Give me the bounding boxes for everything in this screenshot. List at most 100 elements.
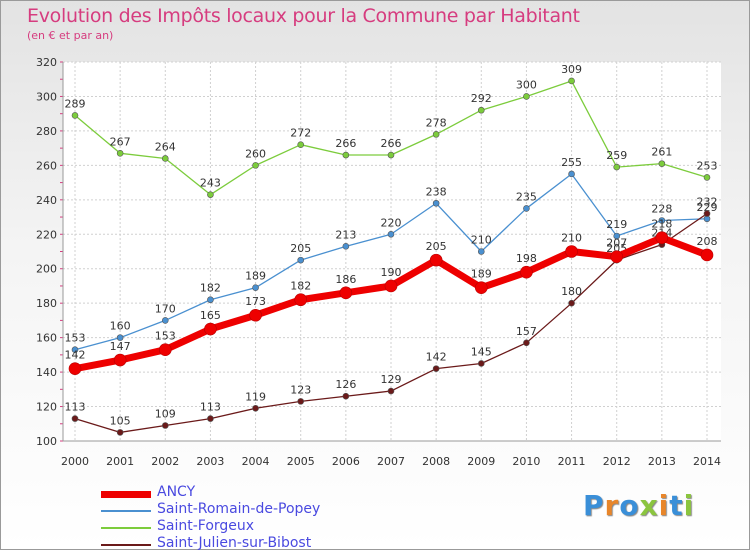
data-label-ancy: 142 bbox=[65, 349, 86, 362]
x-tick-label: 2012 bbox=[603, 455, 631, 468]
data-point-saint-julien-sur-bibost bbox=[703, 210, 711, 217]
data-label-saint-romain-de-popey: 182 bbox=[200, 282, 221, 295]
x-tick-label: 2000 bbox=[61, 455, 89, 468]
data-label-ancy: 218 bbox=[651, 218, 672, 231]
legend-swatch bbox=[101, 490, 151, 498]
y-tick-label: 180 bbox=[36, 297, 57, 310]
data-point-ancy bbox=[429, 253, 443, 267]
data-label-ancy: 165 bbox=[200, 309, 221, 322]
legend-swatch bbox=[101, 527, 151, 529]
logo-letter: o bbox=[619, 489, 640, 522]
data-point-ancy bbox=[249, 308, 262, 322]
y-tick-label: 220 bbox=[36, 228, 57, 241]
data-label-saint-julien-sur-bibost: 157 bbox=[516, 325, 537, 338]
data-label-saint-julien-sur-bibost: 109 bbox=[155, 407, 176, 420]
logo-letter: P bbox=[583, 489, 605, 522]
data-label-ancy: 189 bbox=[471, 268, 492, 281]
data-label-saint-forgeux: 259 bbox=[606, 149, 627, 162]
proxiti-logo: Proxiti bbox=[583, 489, 694, 522]
data-point-saint-julien-sur-bibost bbox=[523, 339, 530, 347]
data-point-saint-julien-sur-bibost bbox=[342, 392, 350, 400]
x-tick-label: 2008 bbox=[422, 455, 450, 468]
data-point-saint-forgeux bbox=[703, 174, 711, 181]
data-point-ancy bbox=[339, 286, 353, 300]
legend-label: Saint-Julien-sur-Bibost bbox=[157, 535, 312, 551]
data-point-saint-forgeux bbox=[432, 131, 440, 138]
data-point-ancy bbox=[204, 322, 217, 336]
data-point-saint-forgeux bbox=[477, 106, 485, 114]
data-point-saint-forgeux bbox=[116, 150, 124, 157]
x-tick-label: 2013 bbox=[648, 455, 676, 468]
logo-letter: t bbox=[669, 489, 684, 522]
x-tick-label: 2006 bbox=[332, 455, 360, 468]
data-point-ancy bbox=[474, 281, 488, 294]
data-label-ancy: 173 bbox=[245, 295, 266, 308]
data-point-saint-romain-de-popey bbox=[207, 296, 214, 304]
data-label-saint-julien-sur-bibost: 113 bbox=[200, 401, 221, 414]
data-point-saint-forgeux bbox=[523, 93, 530, 100]
data-point-saint-forgeux bbox=[71, 112, 79, 119]
data-label-ancy: 207 bbox=[606, 237, 627, 250]
data-point-saint-romain-de-popey bbox=[613, 232, 621, 240]
data-point-saint-romain-de-popey bbox=[252, 284, 259, 291]
logo-letter: i bbox=[683, 489, 695, 522]
y-tick-label: 320 bbox=[36, 56, 57, 69]
data-label-saint-forgeux: 253 bbox=[697, 159, 718, 172]
y-tick-label: 200 bbox=[36, 263, 57, 276]
data-point-ancy bbox=[294, 293, 308, 307]
data-point-saint-romain-de-popey bbox=[477, 248, 485, 255]
data-point-saint-forgeux bbox=[161, 155, 169, 162]
data-label-saint-forgeux: 243 bbox=[200, 177, 221, 190]
data-label-saint-romain-de-popey: 213 bbox=[335, 228, 356, 241]
data-point-ancy bbox=[565, 245, 578, 258]
data-point-ancy bbox=[520, 265, 533, 279]
logo-letter: r bbox=[604, 489, 620, 522]
x-tick-label: 2007 bbox=[377, 455, 405, 468]
x-tick-label: 2002 bbox=[151, 455, 179, 468]
data-label-saint-forgeux: 309 bbox=[561, 63, 582, 76]
data-point-saint-julien-sur-bibost bbox=[207, 415, 214, 422]
y-tick-label: 240 bbox=[36, 194, 57, 207]
data-label-saint-romain-de-popey: 219 bbox=[606, 218, 627, 231]
data-label-saint-romain-de-popey: 170 bbox=[155, 302, 176, 315]
data-label-ancy: 186 bbox=[335, 273, 356, 286]
y-tick-label: 280 bbox=[36, 125, 57, 138]
data-point-saint-julien-sur-bibost bbox=[161, 422, 169, 429]
data-point-saint-forgeux bbox=[568, 77, 575, 85]
x-tick-label: 2010 bbox=[512, 455, 540, 468]
data-point-saint-romain-de-popey bbox=[432, 199, 440, 207]
data-label-saint-julien-sur-bibost: 180 bbox=[561, 285, 582, 298]
data-point-saint-romain-de-popey bbox=[658, 217, 666, 224]
x-tick-label: 2011 bbox=[558, 455, 586, 468]
data-point-saint-forgeux bbox=[658, 160, 666, 167]
data-label-saint-romain-de-popey: 228 bbox=[651, 202, 672, 215]
logo-letter: i bbox=[658, 489, 670, 522]
x-tick-label: 2014 bbox=[693, 455, 721, 468]
data-label-saint-julien-sur-bibost: 123 bbox=[290, 383, 311, 396]
data-label-saint-julien-sur-bibost: 126 bbox=[335, 378, 356, 391]
chart-subtitle: (en € et par an) bbox=[27, 29, 114, 42]
data-point-ancy bbox=[384, 279, 398, 293]
data-point-ancy bbox=[113, 353, 127, 367]
data-point-ancy bbox=[655, 231, 669, 245]
data-point-saint-julien-sur-bibost bbox=[297, 398, 305, 405]
data-point-saint-forgeux bbox=[387, 151, 395, 159]
data-point-saint-romain-de-popey bbox=[342, 243, 350, 250]
data-label-saint-julien-sur-bibost: 145 bbox=[471, 345, 492, 358]
x-tick-label: 2003 bbox=[196, 455, 224, 468]
data-label-saint-forgeux: 266 bbox=[335, 137, 356, 150]
x-tick-label: 2009 bbox=[467, 455, 495, 468]
chart-title: Evolution des Impôts locaux pour la Comm… bbox=[27, 5, 580, 27]
data-point-saint-julien-sur-bibost bbox=[71, 415, 79, 422]
data-point-saint-forgeux bbox=[207, 191, 214, 198]
data-point-saint-romain-de-popey bbox=[568, 170, 575, 178]
data-label-saint-romain-de-popey: 189 bbox=[245, 270, 266, 283]
data-label-ancy: 182 bbox=[290, 280, 311, 293]
data-label-saint-forgeux: 260 bbox=[245, 147, 266, 160]
legend-label: Saint-Forgeux bbox=[157, 518, 255, 534]
data-label-saint-romain-de-popey: 235 bbox=[516, 190, 537, 203]
data-label-ancy: 147 bbox=[110, 340, 131, 353]
y-tick-label: 300 bbox=[36, 90, 57, 103]
